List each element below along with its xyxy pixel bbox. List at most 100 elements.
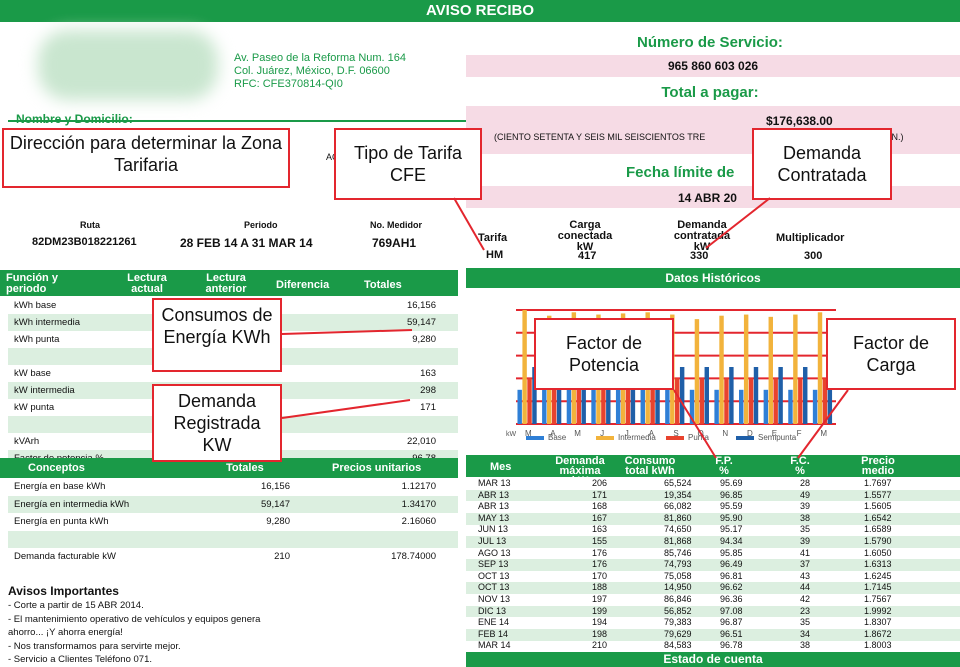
address-line-1: Av. Paseo de la Reforma Num. 164 [234, 52, 407, 64]
legend-label: Intermedia [618, 433, 656, 442]
history-cell: 79,383 [664, 617, 692, 628]
reading-label: kWh intermedia [14, 317, 80, 328]
history-cell: 188 [592, 582, 608, 593]
chart-bar-punta [699, 378, 705, 424]
chart-bar-base [542, 389, 547, 424]
chart-axis-unit: kW [506, 431, 517, 438]
history-cell: 1.5577 [864, 489, 892, 500]
history-cell: 1.6050 [864, 547, 892, 558]
history-cell: ABR 13 [478, 489, 510, 500]
history-cell: ABR 13 [478, 501, 510, 512]
callout-factor-carga: Factor de Carga [826, 318, 956, 390]
chart-bar-base [665, 389, 670, 424]
history-cell: 38 [800, 640, 811, 651]
history-cell: 176 [592, 559, 608, 570]
history-cell: AGO 13 [478, 547, 511, 558]
history-cell: 28 [800, 478, 811, 488]
multiplicador-value: 300 [804, 250, 823, 262]
history-cell: 197 [592, 594, 608, 604]
history-cell: 96.81 [720, 570, 743, 581]
concept-row: Energía en intermedia kWh 59,147 1.34170 [8, 495, 458, 513]
history-cell: 96.85 [720, 489, 743, 500]
history-cell: 1.5790 [864, 536, 892, 546]
history-row: OCT 13 170 75,058 96.81 43 1.6245 [466, 571, 960, 583]
notice-item: - Servicio a Clientes Teléfono 071. [8, 654, 152, 665]
chart-bar-punta [724, 378, 729, 424]
history-row: SEP 13 176 74,793 96.49 37 1.6313 [466, 559, 960, 571]
carga-label: Carga conectada kW [557, 219, 613, 253]
concept-row: Demanda facturable kW 210 178.74000 [8, 548, 458, 565]
history-cell: FEB 14 [478, 628, 509, 639]
history-cell: 43 [800, 570, 811, 581]
history-cell: 199 [592, 605, 608, 616]
history-cell: MAY 13 [478, 512, 510, 523]
legend-swatch [736, 436, 754, 440]
history-cell: 176 [592, 547, 608, 558]
chart-bar-punta [675, 378, 680, 424]
notices-title: Avisos Importantes [8, 584, 119, 598]
history-cell: 1.6542 [864, 512, 892, 523]
chart-bar-intermedia [768, 316, 773, 424]
history-header: Mes Demanda máxima kW Consumo total kWh … [466, 455, 960, 487]
callout-demanda-contratada: Demanda Contratada [752, 128, 892, 200]
history-cell: 167 [592, 512, 608, 523]
history-cell: 96.87 [720, 617, 743, 628]
legend-label: Base [548, 433, 567, 442]
chart-x-tick: D [747, 429, 753, 438]
history-cell: NOV 13 [478, 594, 511, 604]
legend-label: Semipunta [758, 433, 797, 442]
chart-bar-base [566, 389, 572, 424]
reading-label: kWh punta [14, 334, 60, 345]
legend-swatch [596, 436, 614, 440]
concept-label: Demanda facturable kW [14, 551, 116, 562]
reading-total: 298 [420, 385, 436, 396]
chart-x-tick: A [649, 429, 655, 438]
service-number: 965 860 603 026 [667, 59, 759, 73]
readings-header: Función y periodo Lectura actual Lectura… [0, 270, 458, 296]
chart-bar-semipunta [704, 367, 709, 424]
reading-total: 163 [420, 368, 436, 379]
chart-bar-punta [650, 378, 655, 424]
chart-bar-semipunta [630, 367, 636, 424]
customer-fragment: AC [326, 152, 339, 162]
service-label: Número de Servicio: [637, 34, 783, 51]
history-cell: 74,793 [664, 559, 692, 570]
notice-item: - Nos transformamos para servirte mejor. [8, 641, 181, 652]
history-cell: 74,650 [664, 524, 692, 535]
history-cell: MAR 14 [478, 640, 511, 651]
history-cell: 96.78 [720, 640, 743, 651]
history-cell: 95.69 [720, 478, 743, 488]
history-cell: 35 [800, 524, 811, 535]
chart-bar-punta [551, 378, 557, 424]
history-cell: 42 [800, 594, 811, 604]
history-cell: 49 [800, 489, 811, 500]
multiplicador-label: Multiplicador [776, 232, 845, 244]
history-cell: DIC 13 [478, 605, 507, 616]
history-cell: 85,746 [664, 547, 692, 558]
history-cell: 1.6245 [864, 570, 892, 581]
chart-x-tick: M [820, 429, 827, 438]
history-cell: 39 [800, 501, 811, 512]
history-cell: 210 [592, 640, 608, 651]
history-cell: 155 [592, 536, 608, 546]
reading-label: kW intermedia [14, 385, 75, 396]
callout-demanda-registrada: Demanda Registrada KW [152, 384, 282, 462]
history-cell: 198 [592, 628, 608, 639]
history-cell: 14,950 [664, 582, 692, 593]
history-row: JUN 13 163 74,650 95.17 35 1.6589 [466, 524, 960, 536]
history-cell: 23 [800, 605, 811, 616]
notice-item: - Corte a partir de 15 ABR 2014. [8, 600, 144, 611]
history-cell: ENE 14 [478, 617, 510, 628]
history-cell: 1.9992 [864, 605, 892, 616]
history-cell: 170 [592, 570, 608, 581]
concept-row: Energía en base kWh 16,156 1.12170 [8, 478, 458, 495]
callout-consumos: Consumos de Energía KWh [152, 298, 282, 372]
reading-label: kW punta [14, 402, 55, 413]
chart-bar-base [591, 389, 596, 424]
history-cell: SEP 13 [478, 559, 509, 570]
history-cell: 86,846 [664, 594, 692, 604]
chart-bar-base [812, 389, 818, 424]
history-cell: 84,583 [664, 640, 692, 651]
total-label: Total a pagar: [661, 84, 759, 101]
history-cell: 95.90 [720, 512, 743, 523]
